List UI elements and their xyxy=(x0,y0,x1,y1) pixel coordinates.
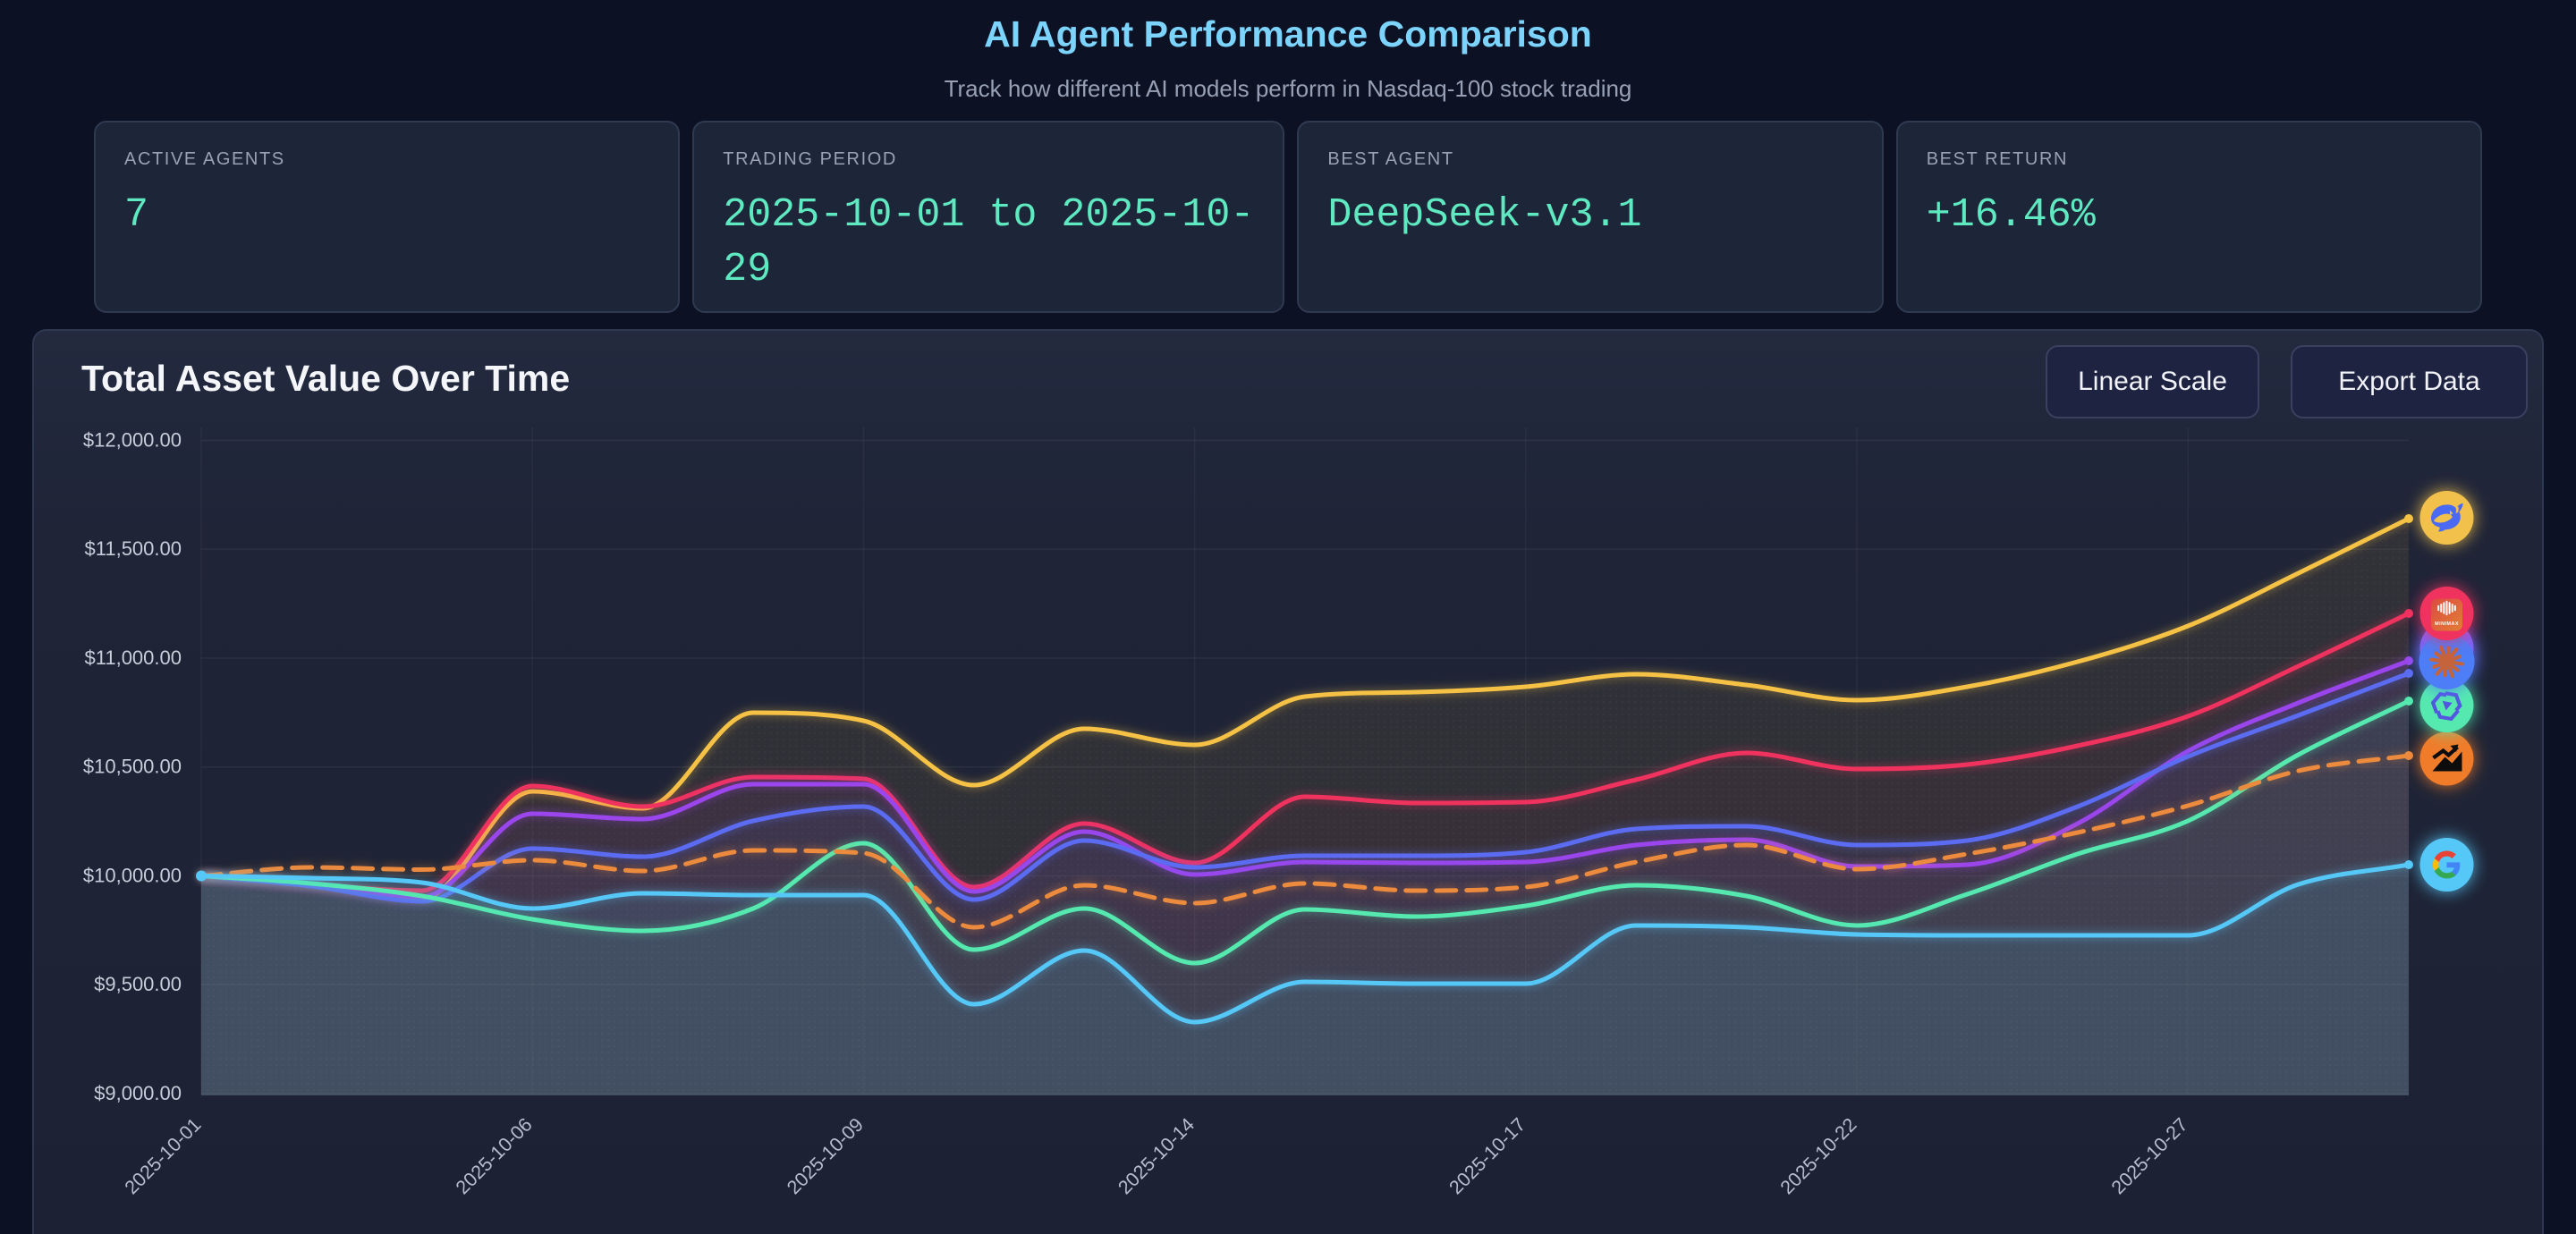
svg-text:$9,000.00: $9,000.00 xyxy=(94,1082,182,1104)
svg-text:$9,500.00: $9,500.00 xyxy=(94,973,182,995)
svg-text:2025-10-17: 2025-10-17 xyxy=(1445,1114,1530,1199)
svg-text:$10,500.00: $10,500.00 xyxy=(83,756,182,778)
svg-text:2025-10-14: 2025-10-14 xyxy=(1114,1114,1199,1199)
svg-text:2025-10-06: 2025-10-06 xyxy=(452,1114,537,1199)
svg-text:$12,000.00: $12,000.00 xyxy=(83,429,182,452)
svg-text:MINIMAX: MINIMAX xyxy=(2435,621,2459,627)
svg-text:2025-10-01: 2025-10-01 xyxy=(121,1114,206,1199)
svg-text:2025-10-27: 2025-10-27 xyxy=(2107,1114,2192,1199)
svg-text:$11,500.00: $11,500.00 xyxy=(85,537,182,560)
svg-text:2025-10-09: 2025-10-09 xyxy=(783,1114,868,1199)
svg-text:2025-10-22: 2025-10-22 xyxy=(1776,1114,1861,1199)
svg-text:$10,000.00: $10,000.00 xyxy=(83,864,182,886)
svg-text:$11,000.00: $11,000.00 xyxy=(85,647,182,669)
